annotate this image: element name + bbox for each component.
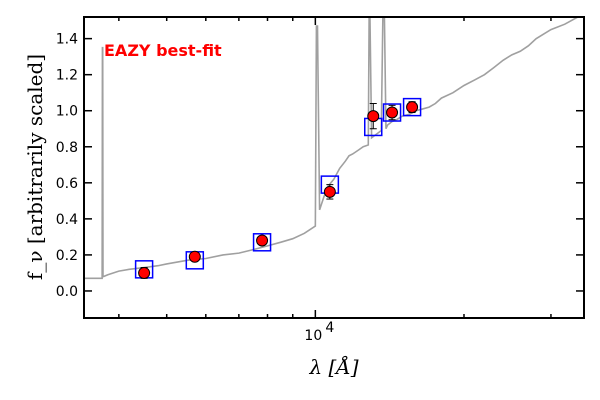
y-tick-label: 1.0: [56, 104, 78, 120]
model-box: [402, 97, 422, 117]
obs-point: [323, 185, 336, 198]
y-axis-label: f_ν [arbitrarily scaled]: [23, 54, 47, 280]
x-tick-exponent: 4: [325, 320, 334, 336]
y-tick-label: 0.2: [56, 248, 78, 264]
plot-area: [84, 17, 584, 280]
obs-point: [138, 266, 151, 279]
x-axis-label: λ [Å]: [308, 354, 358, 379]
tick-labels: 0.0 0.2 0.4 0.6 0.8 1.0 1.2 1.4 10 4: [56, 32, 335, 344]
model-box: [382, 103, 402, 122]
obs-point: [367, 110, 380, 123]
sed-line: [84, 17, 584, 280]
x-tick-label: 10: [304, 328, 322, 344]
plot-frame: [83, 16, 585, 319]
y-tick-label: 0.0: [56, 284, 78, 300]
y-tick-label: 0.8: [56, 140, 78, 156]
model-box: [252, 233, 272, 252]
obs-point: [406, 101, 419, 114]
obs-point: [386, 106, 399, 119]
y-tick-label: 1.2: [56, 68, 78, 84]
axis-ticks: [84, 17, 584, 318]
y-tick-label: 0.6: [56, 176, 78, 192]
obs-point: [256, 234, 269, 247]
y-tick-label: 0.4: [56, 212, 78, 228]
obs-point: [188, 250, 201, 263]
annotation: EAZY best-fit: [104, 41, 222, 60]
y-tick-label: 1.4: [56, 32, 78, 48]
